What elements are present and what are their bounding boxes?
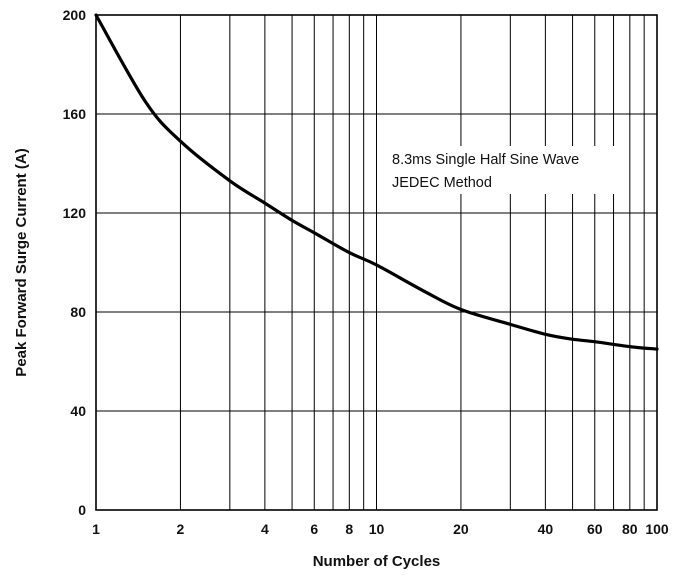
x-tick-label: 100: [645, 521, 669, 537]
tick-labels: 1 2 4 6 8 10 20 40 60 80 100 0 40 80 120 160 200: [63, 7, 669, 537]
x-tick-label: 10: [369, 521, 385, 537]
y-tick-label: 120: [63, 205, 87, 221]
series-line: [94, 13, 659, 351]
grid: [96, 15, 657, 510]
y-tick-label: 80: [70, 304, 86, 320]
y-tick-label: 40: [70, 403, 86, 419]
x-tick-label: 4: [261, 521, 269, 537]
plot-frame: [95, 14, 658, 511]
annotation-background: [388, 146, 624, 194]
y-axis-title: Peak Forward Surge Current (A): [13, 148, 30, 376]
x-tick-label: 2: [177, 521, 185, 537]
x-axis-title: Number of Cycles: [313, 553, 441, 570]
series-layer: [94, 13, 659, 351]
x-tick-label: 1: [92, 521, 100, 537]
x-tick-label: 8: [345, 521, 353, 537]
x-tick-label: 6: [310, 521, 318, 537]
x-tick-label: 40: [538, 521, 554, 537]
annotation-line-2: JEDEC Method: [392, 175, 492, 191]
y-tick-label: 160: [63, 106, 87, 122]
y-tick-label: 200: [63, 7, 87, 23]
annotation-line-1: 8.3ms Single Half Sine Wave: [392, 152, 579, 168]
y-tick-label: 0: [78, 502, 86, 518]
x-tick-label: 60: [587, 521, 603, 537]
x-tick-label: 80: [622, 521, 638, 537]
x-tick-label: 20: [453, 521, 469, 537]
